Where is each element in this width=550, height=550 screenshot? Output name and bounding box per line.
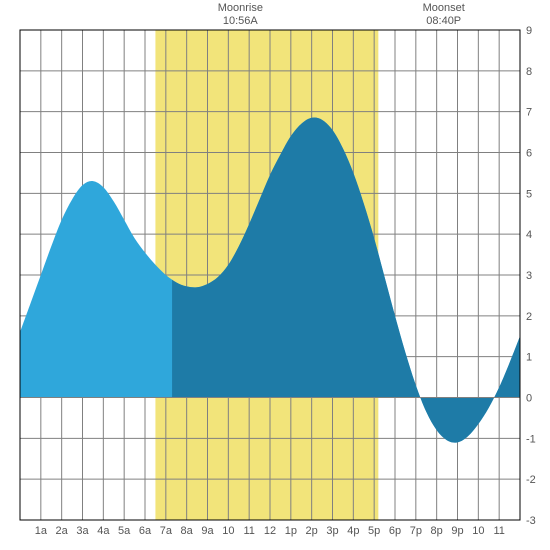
svg-text:3a: 3a xyxy=(76,525,89,537)
svg-text:11: 11 xyxy=(493,525,504,537)
svg-text:-1: -1 xyxy=(526,433,536,445)
svg-text:1p: 1p xyxy=(285,525,297,537)
svg-text:7a: 7a xyxy=(160,525,173,537)
moonset-label: Moonset 08:40P xyxy=(423,2,465,28)
svg-text:10: 10 xyxy=(222,525,234,537)
chart-svg: 1a2a3a4a5a6a7a8a9a1011121p2p3p4p5p6p7p8p… xyxy=(0,0,550,550)
svg-text:2p: 2p xyxy=(306,525,318,537)
svg-text:-2: -2 xyxy=(526,474,536,486)
svg-text:6a: 6a xyxy=(139,525,152,537)
svg-text:9p: 9p xyxy=(451,525,463,537)
svg-text:8: 8 xyxy=(526,66,532,78)
svg-text:11: 11 xyxy=(243,525,254,537)
svg-text:5: 5 xyxy=(526,188,532,200)
svg-text:4a: 4a xyxy=(97,525,110,537)
svg-text:5a: 5a xyxy=(118,525,131,537)
svg-text:9a: 9a xyxy=(201,525,214,537)
svg-text:12: 12 xyxy=(264,525,276,537)
svg-text:7: 7 xyxy=(526,107,532,119)
svg-text:8p: 8p xyxy=(431,525,443,537)
svg-text:5p: 5p xyxy=(368,525,380,537)
svg-text:2: 2 xyxy=(526,311,532,323)
moonset-time: 08:40P xyxy=(426,15,461,27)
svg-text:0: 0 xyxy=(526,393,532,405)
svg-text:4p: 4p xyxy=(347,525,359,537)
svg-text:3p: 3p xyxy=(326,525,338,537)
svg-text:1: 1 xyxy=(526,352,532,364)
moonrise-time: 10:56A xyxy=(223,15,258,27)
svg-text:4: 4 xyxy=(526,229,532,241)
tide-chart: 1a2a3a4a5a6a7a8a9a1011121p2p3p4p5p6p7p8p… xyxy=(0,0,550,550)
svg-text:-3: -3 xyxy=(526,515,536,527)
moonrise-label: Moonrise 10:56A xyxy=(218,2,263,28)
moonrise-title: Moonrise xyxy=(218,2,263,14)
svg-text:8a: 8a xyxy=(181,525,194,537)
svg-text:9: 9 xyxy=(526,25,532,37)
svg-text:3: 3 xyxy=(526,270,532,282)
moonset-title: Moonset xyxy=(423,2,465,14)
svg-text:6: 6 xyxy=(526,148,532,160)
svg-text:6p: 6p xyxy=(389,525,401,537)
svg-text:7p: 7p xyxy=(410,525,422,537)
svg-text:10: 10 xyxy=(472,525,484,537)
svg-text:1a: 1a xyxy=(35,525,48,537)
svg-text:2a: 2a xyxy=(56,525,69,537)
